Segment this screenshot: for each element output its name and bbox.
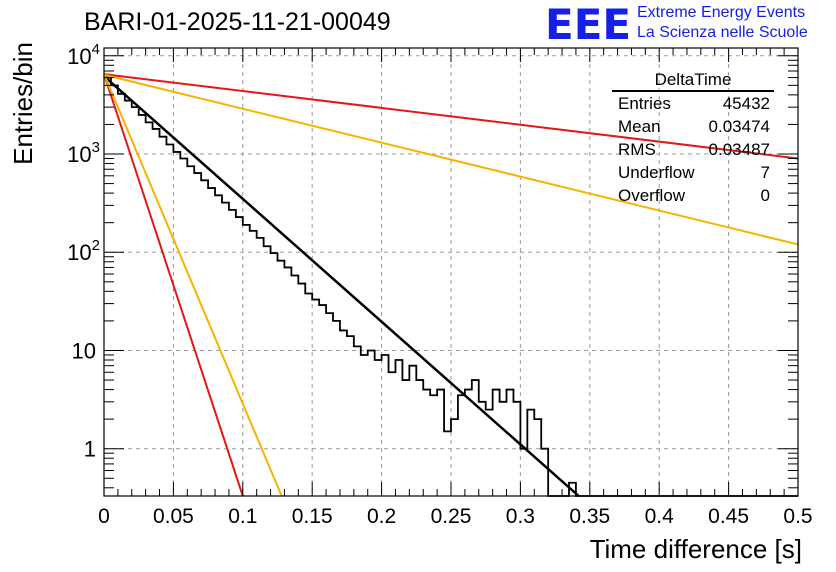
stat-key: Overflow [618,186,686,205]
stat-value: 0.03474 [708,117,770,136]
fit-curves [103,73,799,497]
stat-key: Entries [618,94,671,113]
x-tick-label: 0.25 [431,505,472,528]
x-tick-label: 0.2 [367,505,396,528]
stat-value: 0 [760,186,770,205]
stat-value: 7 [760,163,770,182]
x-axis-label: Time difference [s] [590,534,802,564]
stat-row: Overflow 0 [612,184,780,207]
fit-line-fit [103,75,580,497]
y-tick-label: 104 [67,41,100,69]
grid-lines [104,48,798,496]
x-tick-label: 0.5 [783,505,812,528]
y-tick-label: 10 [72,338,96,363]
stat-value: 45432 [722,94,770,113]
stat-row: Mean 0.03474 [612,115,780,138]
stat-key: Underflow [618,163,695,182]
stat-value: 0.03487 [708,140,770,159]
eee-logo: EEE [545,0,632,49]
fit-line-orange-steep [103,73,283,497]
x-tick-label: 0.45 [708,505,749,528]
x-tick-label: 0.35 [569,505,610,528]
x-tick-label: 0.15 [292,505,333,528]
stat-row: Underflow 7 [612,161,780,184]
x-tick-label: 0.1 [228,505,257,528]
logo-line-2: La Scienza nelle Scuole [637,24,808,41]
y-tick-label: 1 [84,437,96,462]
stat-row: RMS 0.03487 [612,138,780,161]
chart-title: BARI-01-2025-11-21-00049 [84,8,391,36]
x-tick-label: 0 [98,505,110,528]
logo-line-1: Extreme Energy Events [637,4,806,21]
stat-row: Entries 45432 [612,92,780,115]
stat-key: RMS [618,140,656,159]
x-tick-label: 0.4 [645,505,675,528]
stat-key: Mean [618,117,661,136]
x-tick-label: 0.05 [153,505,194,528]
stats-box: DeltaTime Entries 45432 Mean 0.03474 RMS… [612,70,780,207]
fit-line-red-steep [103,73,244,497]
y-axis-label: Entries/bin [8,42,38,165]
y-tick-label: 103 [67,139,100,167]
x-tick-label: 0.3 [506,505,535,528]
y-tick-label: 102 [67,237,100,265]
stats-title: DeltaTime [612,70,774,92]
axis-ticks [103,48,799,496]
y-tick-labels: 1 10 102 103 104 [67,41,100,462]
fit-line-red-slow [103,73,799,160]
fit-line-orange-slow [103,73,799,246]
x-tick-labels: 0 0.05 0.1 0.15 0.2 0.25 0.3 0.35 0.4 0.45 0.5 [98,505,812,528]
